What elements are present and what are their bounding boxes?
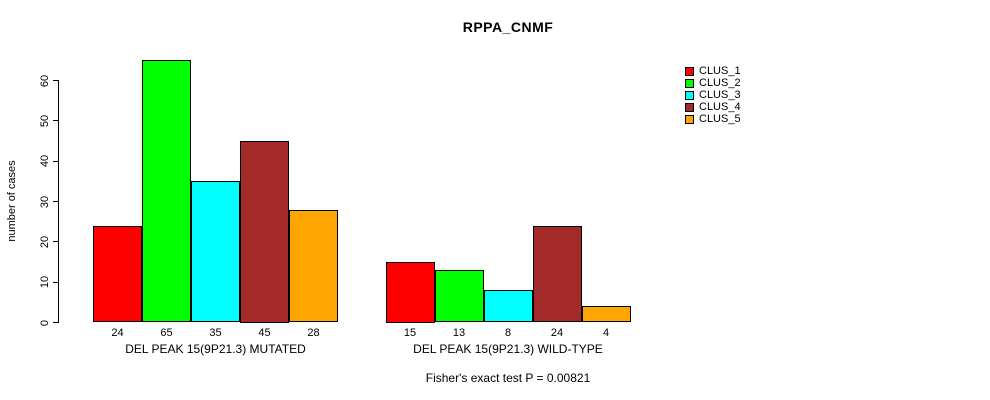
y-tick-label: 40 xyxy=(39,155,51,168)
legend-label: CLUS_5 xyxy=(699,113,741,125)
y-tick xyxy=(53,241,58,243)
bar-clus_3-group1 xyxy=(191,181,240,323)
bar-clus_4-group2 xyxy=(532,225,582,323)
y-tick-label: 50 xyxy=(39,114,51,127)
y-tick-label: 20 xyxy=(39,235,51,248)
bar-clus_3-group2 xyxy=(483,290,533,323)
y-axis-title: number of cases xyxy=(6,160,18,242)
bar-clus_1-group1 xyxy=(93,225,142,323)
y-tick xyxy=(53,120,58,122)
legend-swatch-icon xyxy=(685,114,694,124)
bar-value-label: 45 xyxy=(258,327,271,339)
legend-item: CLUS_1 xyxy=(685,65,741,77)
bar-clus_5-group1 xyxy=(289,209,338,323)
y-tick xyxy=(53,160,58,162)
y-tick xyxy=(53,80,58,81)
x-category-label: DEL PEAK 15(9P21.3) WILD-TYPE xyxy=(413,342,603,356)
bar-value-label: 24 xyxy=(111,327,124,339)
x-category-label: DEL PEAK 15(9P21.3) MUTATED xyxy=(125,342,306,356)
legend-item: CLUS_2 xyxy=(685,77,741,89)
y-tick xyxy=(53,322,58,323)
fisher-test-annotation: Fisher's exact test P = 0.00821 xyxy=(425,371,591,385)
legend-item: CLUS_4 xyxy=(685,101,741,113)
bar-value-label: 65 xyxy=(160,327,173,339)
y-tick-label: 60 xyxy=(39,74,51,87)
legend-item: CLUS_5 xyxy=(685,113,741,125)
legend-swatch-icon xyxy=(685,90,694,100)
bar-clus_2-group2 xyxy=(434,270,484,323)
y-tick-label: 30 xyxy=(39,195,51,208)
legend-label: CLUS_1 xyxy=(699,65,741,77)
y-tick-label: 10 xyxy=(39,276,51,289)
bar-value-label: 28 xyxy=(307,327,320,339)
y-tick xyxy=(53,281,58,283)
y-tick xyxy=(53,201,58,202)
bar-clus_1-group2 xyxy=(385,262,435,323)
legend-swatch-icon xyxy=(685,78,694,88)
y-tick-label: 0 xyxy=(39,319,51,326)
bar-value-label: 24 xyxy=(550,327,564,339)
bar-value-label: 35 xyxy=(209,327,222,339)
legend-item: CLUS_3 xyxy=(685,89,741,101)
bar-value-label: 13 xyxy=(452,327,466,339)
bar-clus_2-group1 xyxy=(142,60,191,323)
bar-clus_4-group1 xyxy=(240,141,289,323)
bar-value-label: 8 xyxy=(504,327,512,339)
bar-value-label: 15 xyxy=(403,327,417,339)
legend-label: CLUS_3 xyxy=(699,89,741,101)
legend: CLUS_1 CLUS_2 CLUS_3 CLUS_4 CLUS_5 xyxy=(685,65,741,125)
bar-clus_5-group2 xyxy=(581,306,631,323)
legend-label: CLUS_2 xyxy=(699,77,741,89)
legend-swatch-icon xyxy=(685,102,694,112)
legend-label: CLUS_4 xyxy=(699,101,741,113)
y-axis-line xyxy=(58,80,59,323)
legend-swatch-icon xyxy=(685,66,694,76)
chart-title: RPPA_CNMF xyxy=(462,19,554,35)
bar-value-label: 4 xyxy=(602,327,610,339)
